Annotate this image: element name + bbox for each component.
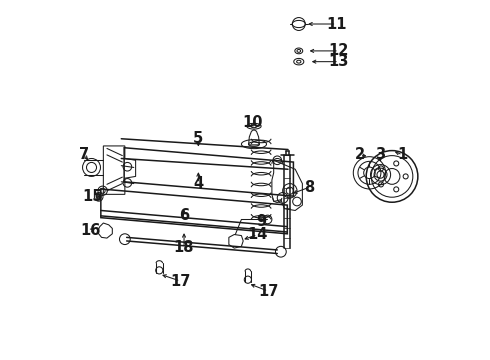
Text: 14: 14	[247, 227, 268, 242]
Text: 1: 1	[398, 147, 408, 162]
Text: 5: 5	[193, 131, 203, 146]
Text: 8: 8	[304, 180, 315, 195]
Text: 15: 15	[83, 189, 103, 204]
Text: 17: 17	[170, 274, 191, 289]
Text: 9: 9	[256, 214, 266, 229]
Text: 16: 16	[80, 224, 100, 238]
Text: 10: 10	[242, 115, 263, 130]
Text: 3: 3	[375, 147, 385, 162]
Text: 12: 12	[329, 44, 349, 58]
Text: 13: 13	[329, 54, 349, 69]
Text: 18: 18	[174, 240, 195, 255]
Text: 4: 4	[194, 176, 203, 191]
Text: 11: 11	[326, 17, 347, 32]
Text: 2: 2	[355, 147, 365, 162]
Text: 17: 17	[258, 284, 278, 299]
Text: 6: 6	[179, 208, 189, 223]
Text: 7: 7	[78, 147, 89, 162]
